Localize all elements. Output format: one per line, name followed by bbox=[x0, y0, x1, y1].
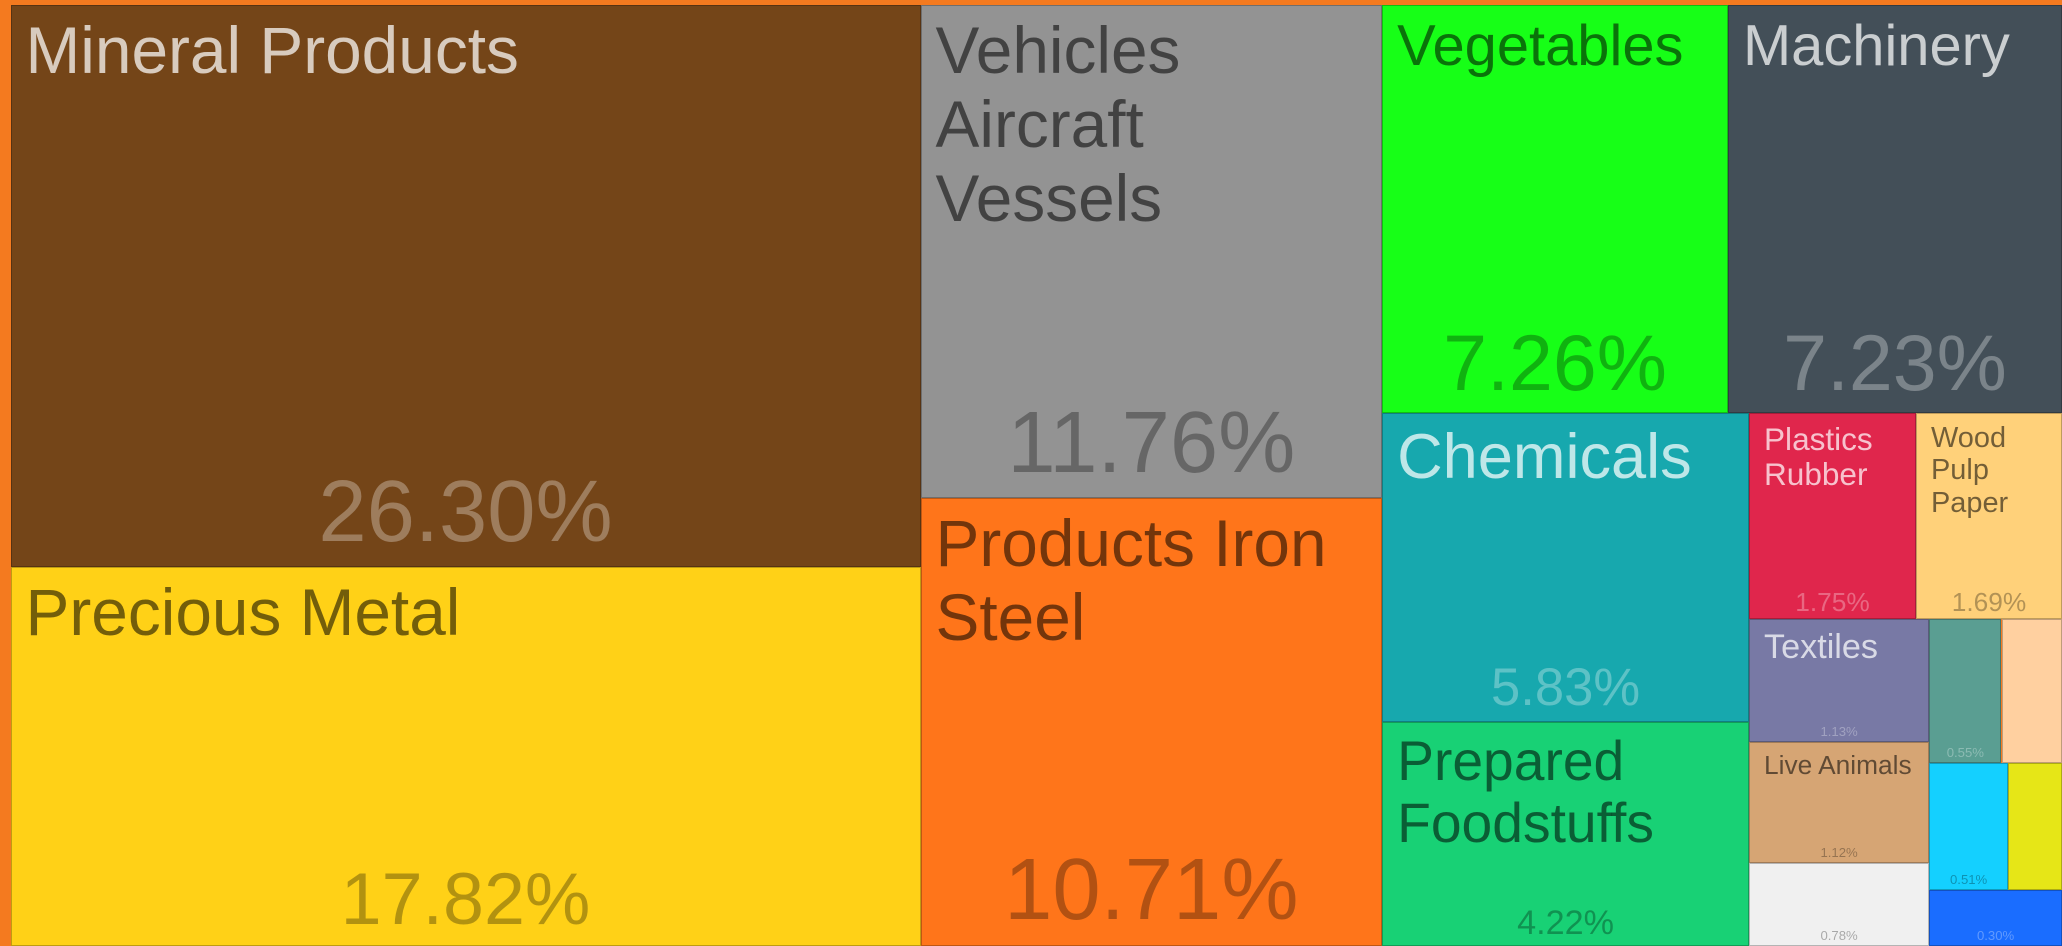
tile-name: Textiles bbox=[1764, 628, 1879, 667]
tile-name: Live Animals bbox=[1764, 749, 1912, 780]
tile-value: 10.71% bbox=[1004, 841, 1299, 939]
tile-value: 26.30% bbox=[318, 462, 613, 560]
tile-value: 1.75% bbox=[1795, 586, 1870, 617]
tile: Live Animals 1.12% bbox=[1749, 741, 1930, 863]
tile-value: 4.22% bbox=[1517, 904, 1615, 943]
tile-value: 0.30% bbox=[1976, 927, 2015, 943]
tile-value: 7.23% bbox=[1783, 318, 2007, 407]
tile-name: Mineral Products bbox=[25, 13, 519, 88]
tile-value: 0.55% bbox=[1946, 744, 1984, 760]
tile: Textiles 1.13% bbox=[1749, 619, 1930, 742]
tile-name: Precious Metal bbox=[25, 574, 461, 649]
tile-value: 0.51% bbox=[1949, 872, 1988, 888]
tile: Products Iron Steel 10.71% bbox=[920, 498, 1383, 946]
tile: Vegetables 7.26% bbox=[1382, 5, 1728, 413]
tile-value: 11.76% bbox=[1007, 394, 1296, 492]
tile-name: Vehicles Aircraft Vessels bbox=[935, 13, 1181, 235]
tile-value: 5.83% bbox=[1490, 658, 1641, 718]
tile-value: 7.26% bbox=[1443, 318, 1667, 407]
tile: Machinery 7.23% bbox=[1727, 5, 2062, 413]
tile-name: Prepared Foodstuffs bbox=[1397, 729, 1654, 854]
tile: Prepared Foodstuffs 4.22% bbox=[1382, 721, 1749, 946]
tile-name: Plastics Rubber bbox=[1764, 420, 1873, 493]
tile-value: 1.12% bbox=[1820, 844, 1858, 860]
tile-value: 17.82% bbox=[340, 857, 591, 941]
tile-value: 1.13% bbox=[1820, 723, 1858, 739]
tile-value: 0.78% bbox=[1820, 927, 1858, 943]
tile-name: Vegetables bbox=[1397, 14, 1684, 79]
tile-name: Wood Pulp Paper bbox=[1931, 421, 2009, 519]
tile: Mineral Products 26.30% bbox=[10, 5, 921, 567]
tile-value: 1.69% bbox=[1951, 586, 2027, 617]
tile-name: Products Iron Steel bbox=[935, 506, 1327, 655]
tile-name: Machinery bbox=[1742, 14, 2010, 79]
tile bbox=[2001, 619, 2062, 763]
tile: 0.78% bbox=[1749, 862, 1930, 946]
tile: Vehicles Aircraft Vessels 11.76% bbox=[920, 5, 1383, 499]
tile: 0.51% bbox=[1929, 762, 2009, 891]
tile bbox=[2008, 762, 2062, 891]
tile: Chemicals 5.83% bbox=[1382, 412, 1749, 722]
tile: Wood Pulp Paper 1.69% bbox=[1916, 412, 2062, 620]
tile: Precious Metal 17.82% bbox=[10, 566, 921, 946]
tile: 0.30% bbox=[1929, 890, 2062, 946]
tile-name: Chemicals bbox=[1397, 421, 1692, 492]
tile: 0.55% bbox=[1929, 619, 2002, 763]
tile: Plastics Rubber 1.75% bbox=[1749, 412, 1917, 620]
